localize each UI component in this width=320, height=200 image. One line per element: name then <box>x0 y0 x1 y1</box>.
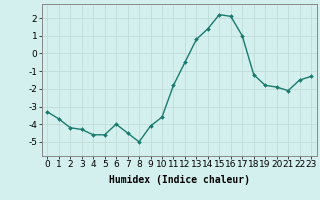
X-axis label: Humidex (Indice chaleur): Humidex (Indice chaleur) <box>109 175 250 185</box>
